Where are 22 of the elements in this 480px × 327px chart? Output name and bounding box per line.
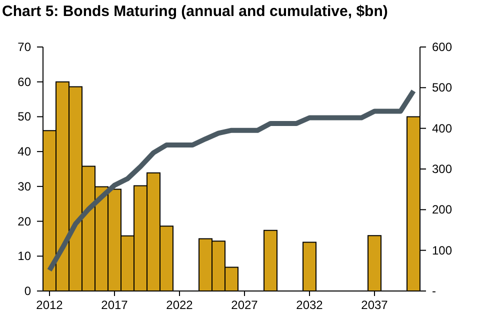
y-tick-label: 70	[18, 40, 32, 54]
y2-tick-label: 300	[432, 162, 452, 176]
x-tick-label: 2032	[296, 298, 324, 312]
y-tick-label: 30	[18, 179, 32, 194]
x-tick-label: 2012	[36, 298, 64, 312]
y2-tick-label: 600	[432, 40, 452, 54]
chart-title: Chart 5: Bonds Maturing (annual and cumulative, $bn)	[2, 3, 388, 20]
y-tick-label: 40	[18, 144, 32, 159]
y2-tick-label: 500	[432, 80, 452, 95]
x-tick-label: 2037	[361, 298, 388, 312]
x-tick-label: 2022	[166, 298, 194, 312]
y-tick-label: 60	[18, 74, 32, 89]
y-tick-label: 0	[24, 284, 32, 298]
y2-tick-label: -	[432, 284, 436, 298]
y-tick-label: 50	[18, 110, 32, 124]
y2-tick-label: 200	[432, 202, 452, 217]
y-tick-label: 10	[18, 249, 32, 264]
x-tick-label: 2017	[101, 298, 128, 312]
y2-tick-label: 100	[432, 243, 452, 258]
y2-tick-label: 400	[432, 121, 452, 136]
x-tick-label: 2027	[231, 298, 258, 312]
y-tick-label: 20	[18, 214, 32, 228]
